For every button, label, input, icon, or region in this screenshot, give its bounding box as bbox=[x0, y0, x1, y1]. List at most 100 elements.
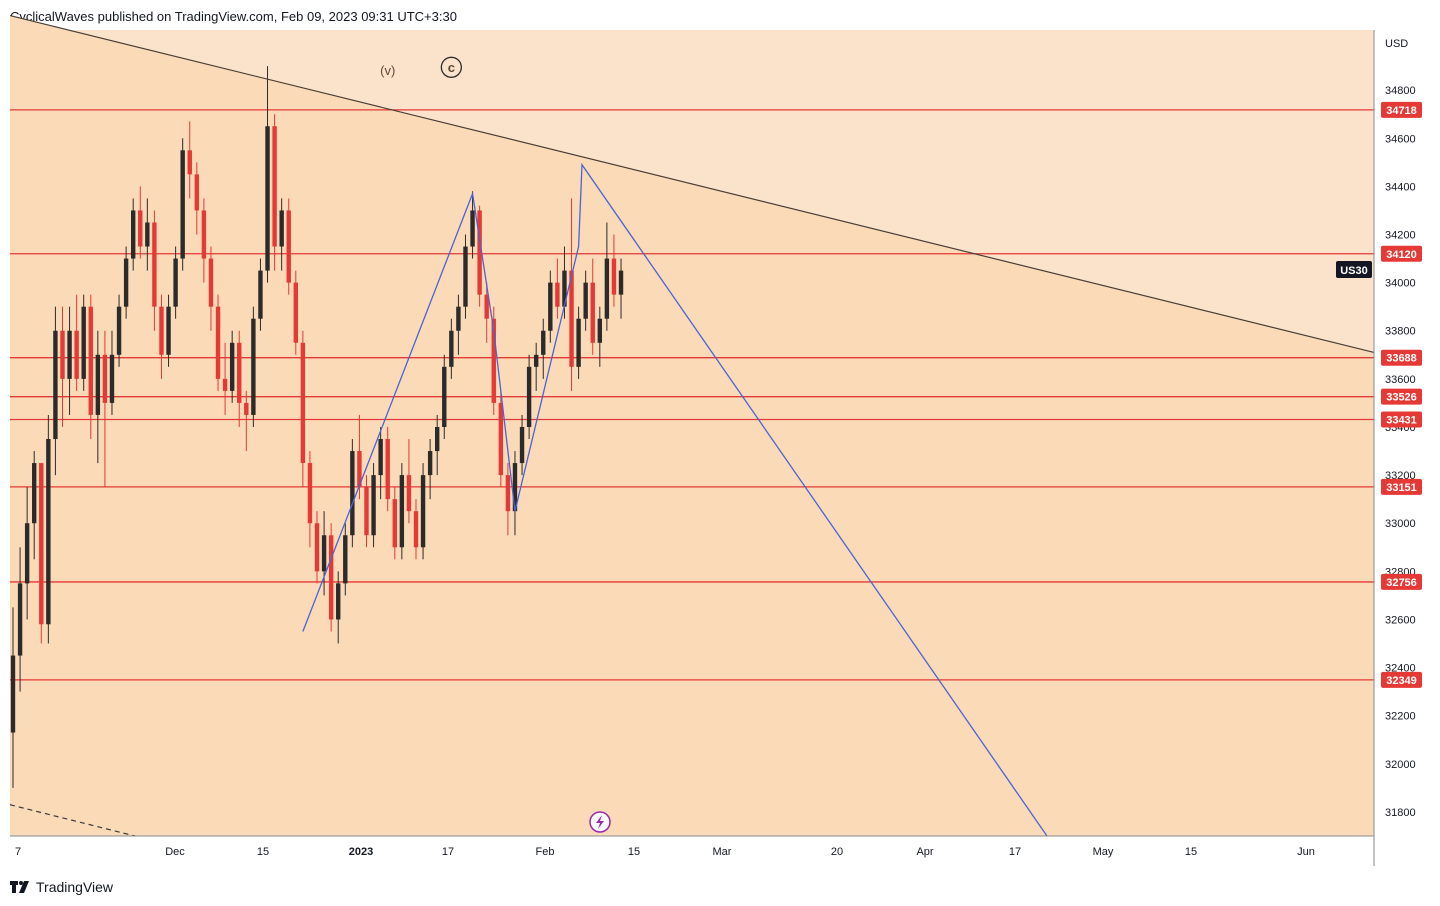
candle-body bbox=[229, 342, 235, 391]
candle-body bbox=[138, 210, 143, 247]
x-tick-label: 15 bbox=[1185, 846, 1197, 858]
candle-body bbox=[130, 210, 136, 259]
level-price-badge bbox=[1381, 411, 1422, 428]
candle-body bbox=[533, 354, 539, 367]
candle-body bbox=[279, 210, 284, 247]
level-price-label: 34718 bbox=[1386, 105, 1417, 117]
candle-body bbox=[81, 306, 86, 379]
y-tick-label: 31800 bbox=[1385, 807, 1416, 819]
zone-lower bbox=[10, 15, 1374, 836]
candle-body bbox=[67, 330, 72, 379]
level-price-label: 32756 bbox=[1386, 577, 1417, 589]
candle-body bbox=[152, 222, 157, 307]
x-tick-label: Apr bbox=[916, 846, 933, 858]
y-tick-label: 34200 bbox=[1385, 230, 1416, 242]
candle-body bbox=[371, 475, 376, 536]
candle-body bbox=[420, 475, 426, 548]
y-tick-label: 32600 bbox=[1385, 614, 1416, 626]
x-tick-label: Feb bbox=[536, 846, 555, 858]
x-tick-label: 2023 bbox=[349, 846, 373, 858]
y-tick-label: 34400 bbox=[1385, 181, 1416, 193]
candle-body bbox=[378, 439, 383, 476]
candles bbox=[10, 66, 624, 788]
y-tick-label: 33600 bbox=[1385, 374, 1416, 386]
candle-body bbox=[194, 174, 200, 211]
candle-body bbox=[102, 354, 108, 403]
candle-body bbox=[53, 330, 58, 440]
candle-body bbox=[611, 258, 617, 295]
candle-body bbox=[95, 354, 101, 415]
dashed-trendline bbox=[9, 804, 136, 837]
candle-body bbox=[187, 150, 192, 175]
annotations: (v) c bbox=[380, 56, 611, 833]
candle-body bbox=[413, 511, 419, 548]
level-price-label: 33688 bbox=[1386, 353, 1417, 365]
level-price-label: 33431 bbox=[1386, 415, 1417, 427]
symbol-label: US30 bbox=[1340, 265, 1368, 277]
candle-body bbox=[272, 126, 277, 247]
symbol-badge bbox=[1336, 261, 1372, 278]
horizontal-levels bbox=[10, 109, 1374, 681]
candle-body bbox=[74, 330, 79, 379]
wave-projection-line bbox=[302, 162, 1048, 837]
candle-body bbox=[145, 222, 150, 247]
candle-body bbox=[314, 523, 320, 572]
x-tick-label: Dec bbox=[165, 846, 185, 858]
candle-body bbox=[201, 210, 207, 259]
candle-body bbox=[477, 210, 482, 295]
candle-body bbox=[159, 306, 164, 355]
x-tick-label: May bbox=[1093, 846, 1114, 858]
candle-body bbox=[435, 426, 440, 452]
candle-body bbox=[385, 439, 390, 500]
candle-body bbox=[526, 366, 532, 427]
candle-body bbox=[336, 583, 341, 620]
candle-body bbox=[166, 306, 171, 355]
candle-body bbox=[60, 330, 65, 379]
candle-body bbox=[590, 282, 595, 343]
y-tick-label: 33800 bbox=[1385, 326, 1416, 338]
axes: USD 34800 34600 34400 34200 34000 33800 33600 33… bbox=[10, 30, 1422, 866]
candle-body bbox=[208, 258, 214, 307]
candle-body bbox=[618, 270, 624, 295]
candle-body bbox=[350, 451, 355, 536]
candle-body bbox=[180, 150, 185, 259]
publisher-header: CyclicalWaves published on TradingView.c… bbox=[10, 6, 457, 26]
background-zones bbox=[10, 15, 1374, 836]
level-price-badge bbox=[1381, 245, 1422, 262]
wave-label-c: c bbox=[448, 60, 455, 75]
candle-body bbox=[357, 451, 362, 488]
candle-body bbox=[46, 439, 51, 625]
candle-body bbox=[173, 258, 178, 307]
candle-body bbox=[576, 318, 581, 367]
candle-body bbox=[24, 523, 30, 584]
candle-body bbox=[583, 282, 588, 319]
x-tick-label: 17 bbox=[442, 846, 454, 858]
x-tick-label: Jun bbox=[1297, 846, 1315, 858]
candle-body bbox=[491, 318, 496, 403]
level-price-label: 33151 bbox=[1386, 482, 1417, 494]
y-tick-label: 34600 bbox=[1385, 133, 1416, 145]
candle-body bbox=[505, 475, 511, 512]
y-tick-label: 33000 bbox=[1385, 518, 1416, 530]
currency-label: USD bbox=[1385, 38, 1408, 50]
drawings bbox=[9, 14, 1375, 837]
candle-body bbox=[215, 306, 221, 379]
wave-label-c-circle bbox=[440, 56, 462, 78]
level-price-label: 32349 bbox=[1386, 675, 1417, 687]
candle-body bbox=[470, 210, 475, 247]
candle-body bbox=[512, 463, 518, 512]
candle-body bbox=[392, 499, 397, 548]
resistance-trendline bbox=[9, 14, 1375, 353]
candle-body bbox=[123, 258, 129, 307]
candle-body bbox=[237, 342, 242, 403]
y-tick-label: 34000 bbox=[1385, 278, 1416, 290]
x-tick-label: 15 bbox=[628, 846, 640, 858]
candle-body bbox=[116, 306, 122, 355]
level-price-label: 34120 bbox=[1386, 249, 1417, 261]
footer: TradingView bbox=[10, 876, 113, 898]
candle-body bbox=[406, 475, 412, 512]
candle-body bbox=[399, 475, 405, 548]
candle-body bbox=[569, 270, 574, 367]
level-price-badge bbox=[1381, 388, 1422, 405]
